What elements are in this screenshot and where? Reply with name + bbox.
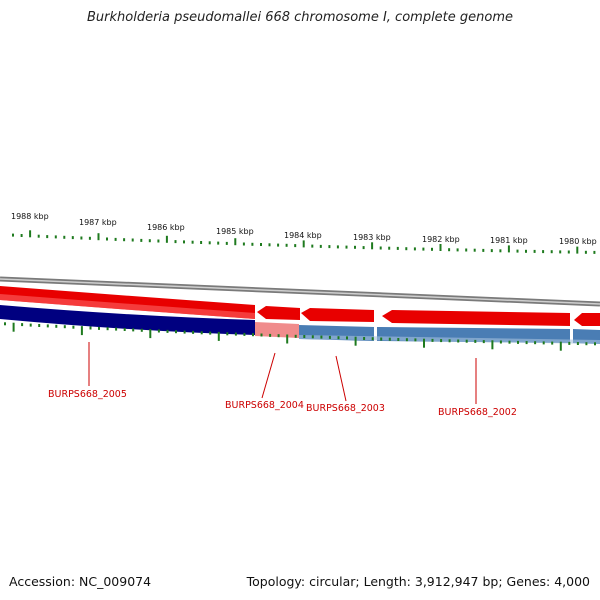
backbone-track-highlight: [0, 278, 600, 305]
ruler-label-1984: 1984 kbp: [284, 231, 322, 240]
gene-label-2003[interactable]: BURPS668_2003: [306, 403, 385, 414]
map-title: Burkholderia pseudomallei 668 chromosome…: [86, 10, 514, 25]
ruler-label-1987: 1987 kbp: [79, 218, 117, 227]
gc-ticks-bottom: [4, 322, 596, 351]
ruler-label-1983: 1983 kbp: [353, 233, 391, 242]
gene-label-2005[interactable]: BURPS668_2005: [48, 389, 127, 400]
gene-label-2002[interactable]: BURPS668_2002: [438, 407, 517, 418]
forward-feature-2002: [382, 310, 570, 326]
ruler-label-1988: 1988 kbp: [11, 212, 49, 221]
gene-label-2004[interactable]: BURPS668_2004: [225, 400, 304, 411]
ruler-label-1981: 1981 kbp: [490, 236, 528, 245]
ruler-label-1980: 1980 kbp: [559, 237, 597, 246]
ruler-label-1985: 1985 kbp: [216, 227, 254, 236]
forward-feature-2003: [301, 308, 374, 322]
reverse-highlight-2004: [255, 322, 299, 338]
ruler-label-1986: 1986 kbp: [147, 223, 185, 232]
genome-summary: Topology: circular; Length: 3,912,947 bp…: [246, 574, 590, 589]
ruler-label-1982: 1982 kbp: [422, 235, 460, 244]
forward-feature-2004: [257, 306, 300, 320]
ruler-ticks-top: [12, 230, 596, 254]
gene-labels: BURPS668_2005 BURPS668_2004 BURPS668_200…: [48, 389, 517, 418]
gene-callouts: [88, 342, 477, 404]
ruler-labels: 1988 kbp 1987 kbp 1986 kbp 1985 kbp 1984…: [11, 212, 597, 246]
callout-line-2003: [335, 355, 347, 402]
forward-feature-2005-shade: [0, 294, 255, 319]
callout-line-2004: [261, 352, 276, 399]
accession-label: Accession: NC_009074: [9, 574, 152, 589]
forward-feature-2001: [574, 313, 600, 326]
reverse-highlight-2005: [0, 305, 255, 335]
